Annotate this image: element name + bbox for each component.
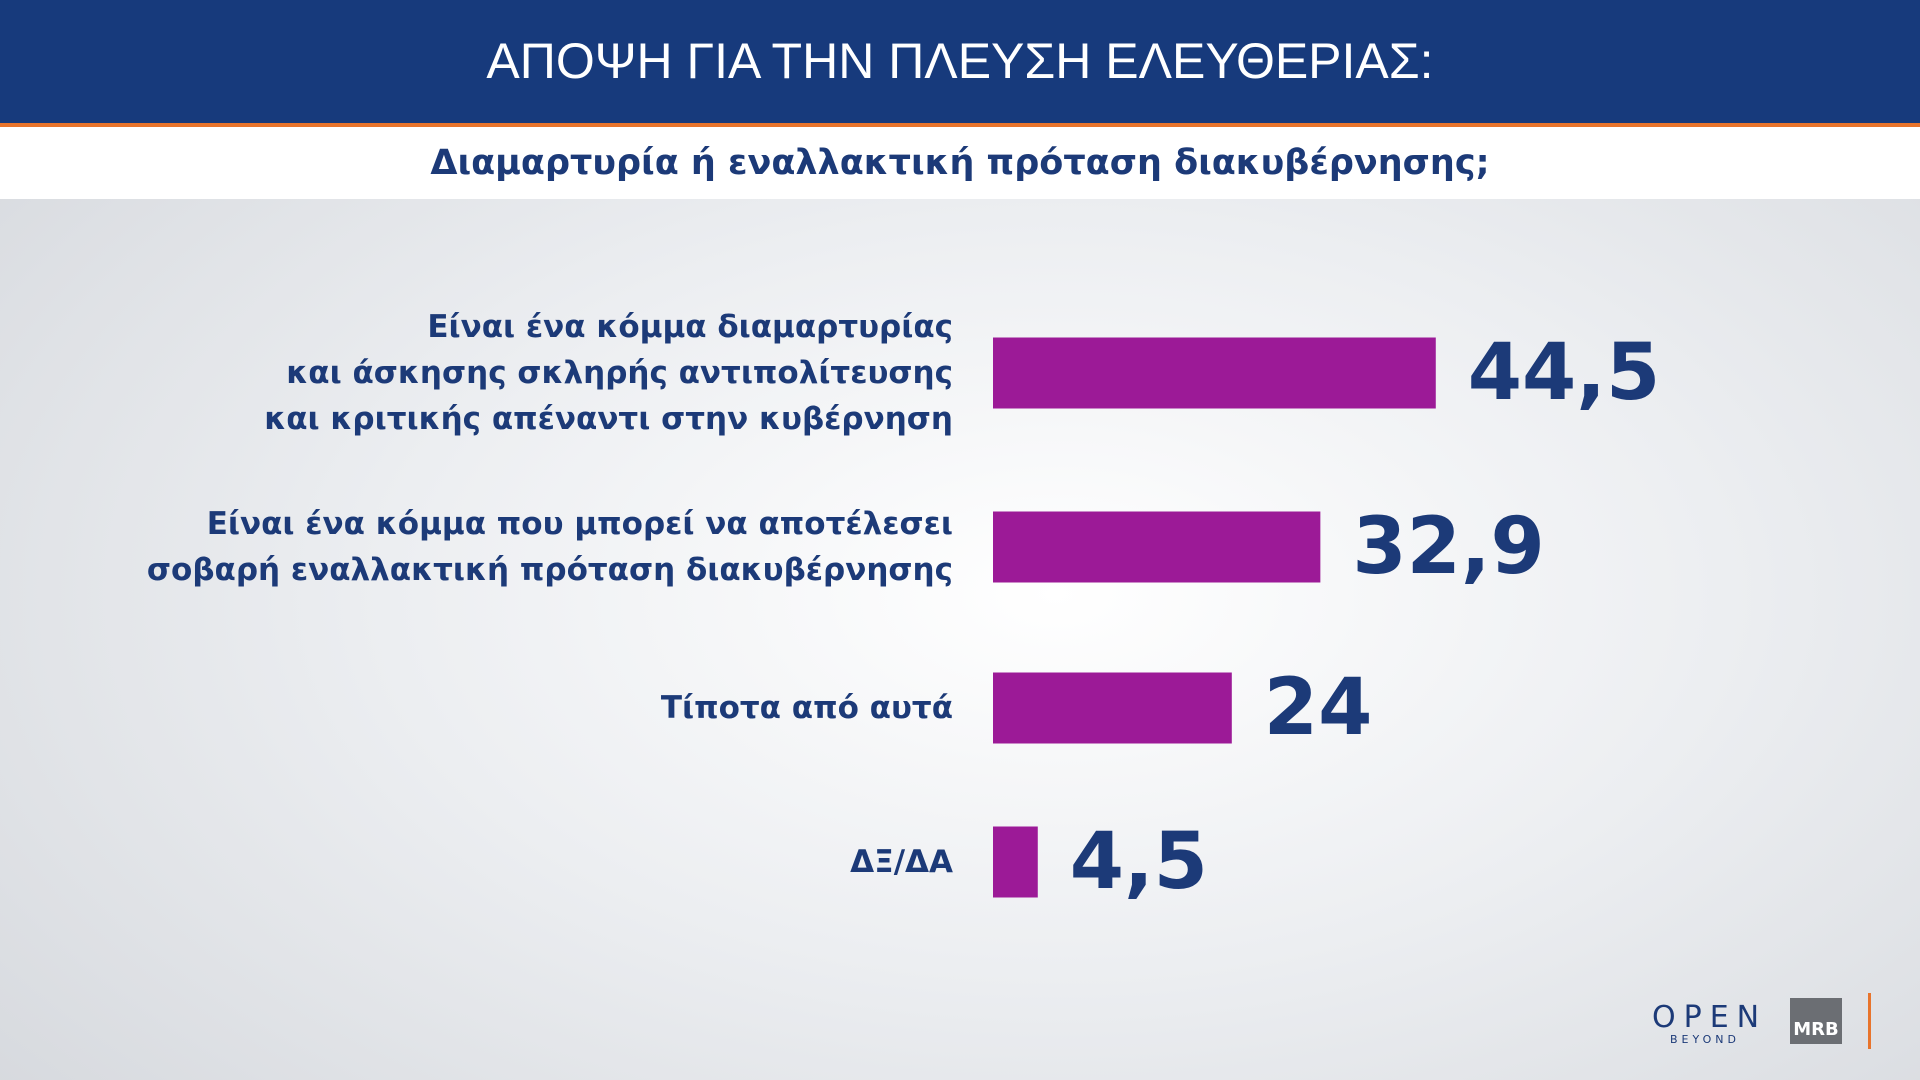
- category-label: ΔΞ/ΔΑ: [850, 844, 953, 880]
- logo-open: OPEN: [1652, 1000, 1768, 1035]
- category-label: Τίποτα από αυτά: [660, 690, 953, 726]
- logo-beyond: BEYOND: [1670, 1033, 1740, 1046]
- chart-title: ΑΠΟΨΗ ΓΙΑ ΤΗΝ ΠΛΕΥΣΗ ΕΛΕΥΘΕΡΙΑΣ:: [486, 33, 1434, 89]
- logo-divider: [1868, 993, 1871, 1049]
- logo-mrb: MRB: [1790, 998, 1842, 1044]
- chart-subtitle: Διαμαρτυρία ή εναλλακτική πρόταση διακυβ…: [430, 143, 1490, 183]
- bar: [993, 826, 1038, 898]
- header-band: [0, 0, 1920, 127]
- bar: [993, 672, 1232, 744]
- category-label: Είναι ένα κόμμα που μπορεί να αποτέλεσει…: [146, 506, 953, 588]
- subtitle-band: [0, 127, 1920, 199]
- bar: [993, 511, 1321, 583]
- value-label: 44,5: [1468, 328, 1660, 418]
- bar: [993, 337, 1436, 409]
- value-label: 24: [1264, 663, 1373, 753]
- value-label: 32,9: [1352, 502, 1544, 592]
- value-label: 4,5: [1070, 817, 1208, 907]
- category-label: Είναι ένα κόμμα διαμαρτυρίας και άσκησης…: [264, 309, 953, 437]
